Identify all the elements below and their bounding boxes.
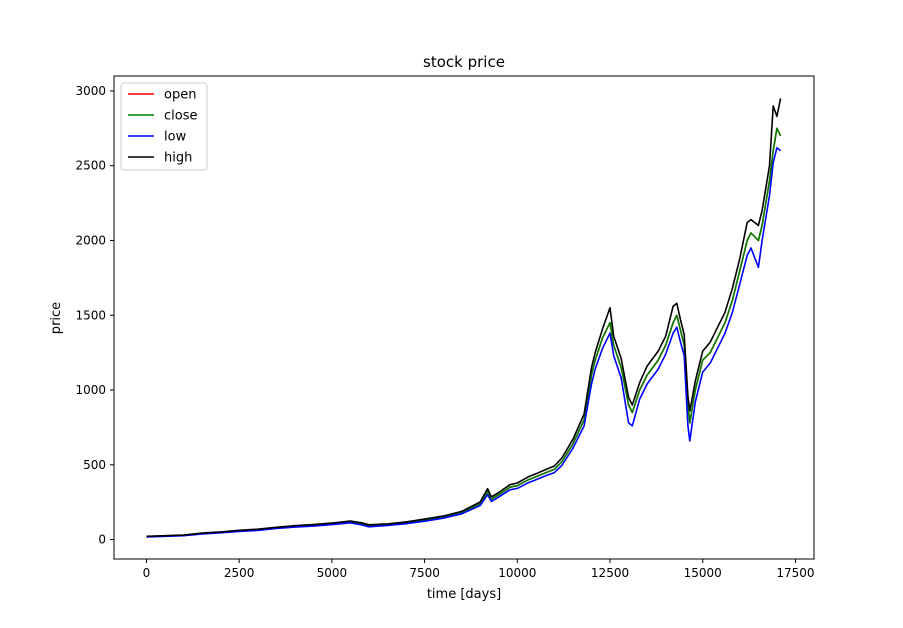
y-tick-label: 500 (83, 458, 106, 472)
series-lines (146, 98, 782, 538)
x-tick-label: 5000 (317, 566, 348, 580)
x-tick-label: 0 (143, 566, 151, 580)
x-tick-label: 10000 (498, 566, 536, 580)
x-tick-label: 2500 (224, 566, 255, 580)
x-axis-label: time [days] (427, 587, 501, 602)
x-tick-label: 12500 (591, 566, 629, 580)
legend-label-open: open (164, 88, 196, 103)
plot-area (113, 75, 815, 560)
series-line-high (146, 98, 782, 538)
legend-frame (120, 82, 208, 171)
y-axis-label: price (49, 302, 64, 334)
chart-title: stock price (423, 53, 505, 71)
legend-label-low: low (164, 130, 187, 145)
x-tick-label: 7500 (409, 566, 440, 580)
legend-label-close: close (164, 109, 197, 124)
legend: open close low high (120, 82, 208, 171)
legend-items: open close low high (128, 88, 197, 166)
y-tick-label: 2000 (75, 233, 106, 247)
y-tick-label: 3000 (75, 84, 106, 98)
y-axis-ticks: 0 500 1000 1500 2000 2500 3000 (75, 84, 114, 547)
y-tick-label: 1000 (75, 383, 106, 397)
series-line-open (146, 127, 782, 538)
y-tick-label: 0 (98, 533, 106, 547)
series-line-low (146, 147, 782, 538)
plot-frame (113, 75, 815, 560)
x-tick-label: 17500 (776, 566, 814, 580)
y-tick-label: 2500 (75, 159, 106, 173)
y-tick-label: 1500 (75, 308, 106, 322)
legend-label-high: high (164, 151, 192, 166)
x-axis-ticks: 0 2500 5000 7500 10000 12500 15000 17500 (143, 559, 815, 580)
x-tick-label: 15000 (684, 566, 722, 580)
series-line-close (146, 127, 782, 538)
